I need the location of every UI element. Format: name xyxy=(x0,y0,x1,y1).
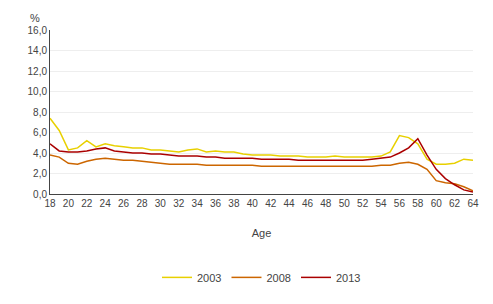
svg-text:%: % xyxy=(30,12,40,24)
svg-text:8,0: 8,0 xyxy=(33,107,47,118)
svg-text:62: 62 xyxy=(449,198,461,209)
svg-text:24: 24 xyxy=(100,198,112,209)
svg-text:54: 54 xyxy=(375,198,387,209)
svg-text:30: 30 xyxy=(155,198,167,209)
svg-text:34: 34 xyxy=(192,198,204,209)
svg-text:16,0: 16,0 xyxy=(28,25,48,36)
svg-text:10,0: 10,0 xyxy=(28,86,48,97)
svg-text:0,0: 0,0 xyxy=(33,189,47,200)
svg-text:60: 60 xyxy=(431,198,443,209)
svg-text:14,0: 14,0 xyxy=(28,45,48,56)
svg-text:36: 36 xyxy=(210,198,222,209)
svg-text:18: 18 xyxy=(44,198,56,209)
svg-text:50: 50 xyxy=(339,198,351,209)
svg-text:4,0: 4,0 xyxy=(33,148,47,159)
svg-text:48: 48 xyxy=(320,198,332,209)
svg-text:40: 40 xyxy=(247,198,259,209)
svg-text:2013: 2013 xyxy=(336,272,360,284)
svg-text:2003: 2003 xyxy=(197,272,221,284)
svg-text:38: 38 xyxy=(228,198,240,209)
svg-text:32: 32 xyxy=(173,198,185,209)
svg-text:2,0: 2,0 xyxy=(33,168,47,179)
svg-text:Age: Age xyxy=(252,227,272,239)
svg-text:28: 28 xyxy=(136,198,148,209)
svg-text:22: 22 xyxy=(81,198,93,209)
svg-text:64: 64 xyxy=(467,198,479,209)
svg-text:2008: 2008 xyxy=(266,272,290,284)
svg-text:20: 20 xyxy=(63,198,75,209)
svg-text:52: 52 xyxy=(357,198,369,209)
svg-text:42: 42 xyxy=(265,198,277,209)
svg-text:6,0: 6,0 xyxy=(33,127,47,138)
svg-text:12,0: 12,0 xyxy=(28,66,48,77)
svg-text:58: 58 xyxy=(412,198,424,209)
svg-text:44: 44 xyxy=(284,198,296,209)
svg-text:26: 26 xyxy=(118,198,130,209)
svg-text:56: 56 xyxy=(394,198,406,209)
svg-text:46: 46 xyxy=(302,198,314,209)
